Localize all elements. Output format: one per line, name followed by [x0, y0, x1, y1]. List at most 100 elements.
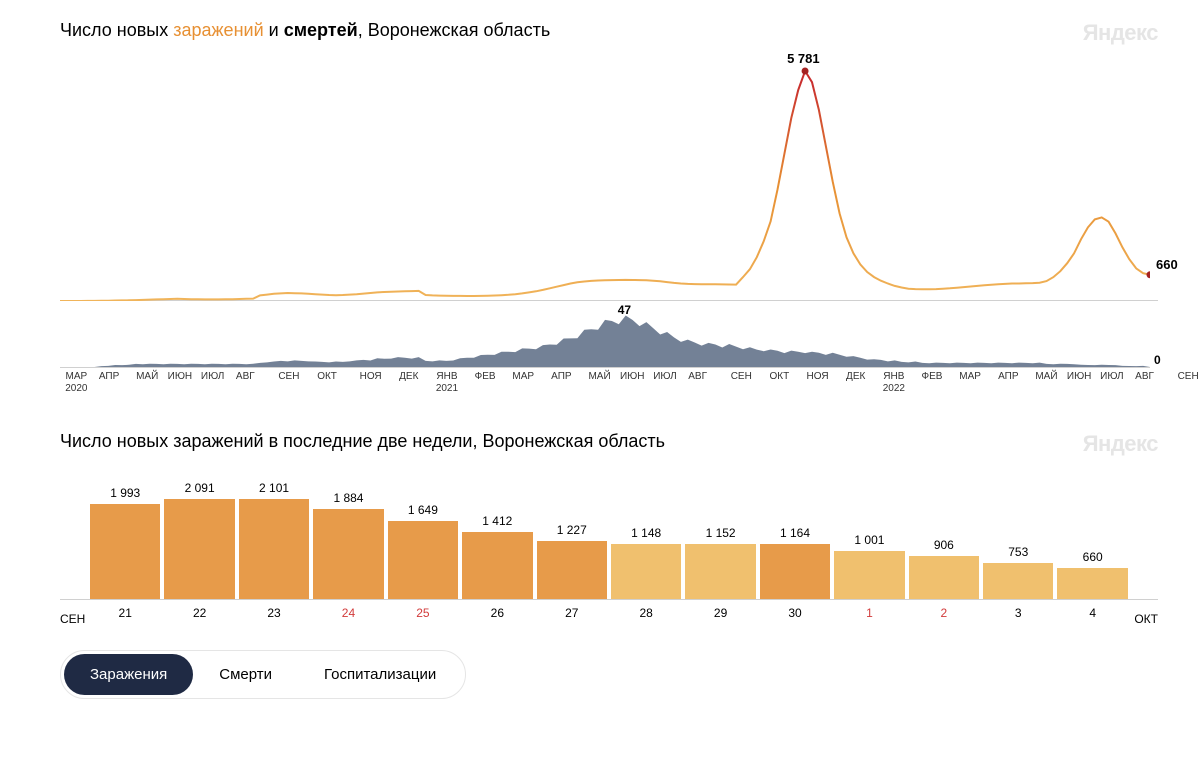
xaxis-month-label: ЯНВ2022: [883, 371, 905, 395]
tab-Госпитализации[interactable]: Госпитализации: [298, 654, 462, 695]
bar-value-label: 1 148: [611, 526, 681, 540]
bar-day-label: 28: [611, 606, 681, 620]
xaxis-month-label: ИЮН: [168, 371, 193, 383]
xaxis-month-label: ФЕВ: [922, 371, 943, 383]
xaxis-month-label: АПР: [551, 371, 571, 383]
bar-value-label: 753: [983, 545, 1053, 559]
line-svg: [60, 51, 1150, 301]
xaxis-month-label: НОЯ: [360, 371, 382, 383]
deaths-end-label: 0: [1154, 353, 1161, 367]
bar-value-label: 906: [909, 538, 979, 552]
bar-slot: 1 001: [834, 533, 904, 599]
bar-rect: [537, 541, 607, 599]
xaxis-month-label: ДЕК: [846, 371, 865, 383]
bar-value-label: 1 152: [685, 526, 755, 540]
xaxis-month-label: МАР: [512, 371, 534, 383]
xaxis-month-label: АВГ: [688, 371, 707, 383]
bar-value-label: 1 164: [760, 526, 830, 540]
xaxis-month-label: ЯНВ2021: [436, 371, 458, 395]
bar-rect: [90, 504, 160, 599]
xaxis-month-label: МАР: [959, 371, 981, 383]
bar-day-label: 29: [685, 606, 755, 620]
xaxis-month-label: СЕН: [1178, 371, 1198, 383]
bar-chart-area: 1 9932 0912 1011 8841 6491 4121 2271 148…: [60, 470, 1158, 620]
title-infections: заражений: [173, 20, 263, 40]
bar-rect: [313, 509, 383, 599]
xaxis-month-label: ИЮН: [620, 371, 645, 383]
xaxis-month-label: ОКТ: [317, 371, 337, 383]
deaths-area-chart: 47 0: [60, 307, 1158, 367]
xaxis-month-label: ДЕК: [399, 371, 418, 383]
infections-line-chart: 5 781 660: [60, 51, 1158, 301]
bar-day-label: 30: [760, 606, 830, 620]
xaxis-month-label: АПР: [99, 371, 119, 383]
bar-value-label: 1 001: [834, 533, 904, 547]
infections-deaths-chart: Яндекс Число новых заражений и смертей, …: [60, 20, 1158, 401]
bar-rect: [462, 532, 532, 599]
bar-value-label: 1 884: [313, 491, 383, 505]
title-deaths: смертей: [284, 20, 358, 40]
bar-rect: [164, 499, 234, 599]
chart1-title: Число новых заражений и смертей, Воронеж…: [60, 20, 1158, 41]
bar-rect: [983, 563, 1053, 599]
bar-slot: 906: [909, 538, 979, 599]
bar-slot: 1 993: [90, 486, 160, 599]
bar-slot: 1 649: [388, 503, 458, 599]
xaxis-month-label: МАР2020: [65, 371, 87, 395]
end-label: 660: [1156, 257, 1178, 272]
bar-slot: 1 152: [685, 526, 755, 599]
metric-tabs: ЗараженияСмертиГоспитализации: [60, 650, 466, 699]
bar-value-label: 2 091: [164, 481, 234, 495]
bar-rect: [239, 499, 309, 599]
bar-day-label: 23: [239, 606, 309, 620]
bars-row: 1 993 2 091 2 101 1 884 1 649 1 412 1 227 1 148…: [60, 470, 1158, 600]
bar-xaxis-right: ОКТ: [1134, 612, 1158, 626]
bar-day-label: 22: [164, 606, 234, 620]
bar-day-label: 27: [537, 606, 607, 620]
bar-value-label: 1 227: [537, 523, 607, 537]
bar-slot: 1 227: [537, 523, 607, 599]
bar-day-label: 25: [388, 606, 458, 620]
bar-rect: [611, 544, 681, 599]
bar-value-label: 1 993: [90, 486, 160, 500]
xaxis-month-label: АВГ: [1135, 371, 1154, 383]
bar-value-label: 660: [1057, 550, 1127, 564]
two-weeks-bar-chart: Яндекс Число новых заражений в последние…: [60, 431, 1158, 699]
chart2-title: Число новых заражений в последние две не…: [60, 431, 1158, 452]
bar-value-label: 1 412: [462, 514, 532, 528]
xaxis-month-label: АВГ: [236, 371, 255, 383]
tab-Смерти[interactable]: Смерти: [193, 654, 298, 695]
bar-slot: 1 148: [611, 526, 681, 599]
bar-value-label: 1 649: [388, 503, 458, 517]
xaxis-month-label: МАЙ: [588, 371, 610, 383]
xaxis-month-label: СЕН: [278, 371, 299, 383]
tab-Заражения[interactable]: Заражения: [64, 654, 193, 695]
bar-slot: 1 412: [462, 514, 532, 599]
bar-day-label: 26: [462, 606, 532, 620]
bar-day-label: 2: [909, 606, 979, 620]
deaths-peak-label: 47: [618, 303, 631, 317]
xaxis-month-label: ФЕВ: [475, 371, 496, 383]
bar-rect: [760, 544, 830, 599]
xaxis-month-label: МАЙ: [136, 371, 158, 383]
bar-day-label: 21: [90, 606, 160, 620]
xaxis-month-label: ИЮН: [1067, 371, 1092, 383]
bar-day-label: 1: [834, 606, 904, 620]
xaxis-month-label: МАЙ: [1035, 371, 1057, 383]
xaxis-month-label: ИЮЛ: [1100, 371, 1123, 383]
area-svg: [60, 307, 1150, 367]
bar-slot: 753: [983, 545, 1053, 599]
bar-xaxis-left: СЕН: [60, 612, 85, 626]
bar-rect: [1057, 568, 1127, 599]
bar-slot: 660: [1057, 550, 1127, 599]
bar-slot: 1 164: [760, 526, 830, 599]
watermark: Яндекс: [1083, 20, 1158, 46]
title-text: Число новых: [60, 20, 173, 40]
bar-rect: [685, 544, 755, 599]
peak-label: 5 781: [787, 51, 820, 66]
bar-value-label: 2 101: [239, 481, 309, 495]
bar-day-label: 24: [313, 606, 383, 620]
xaxis-month-label: ОКТ: [770, 371, 790, 383]
watermark: Яндекс: [1083, 431, 1158, 457]
bar-slot: 2 091: [164, 481, 234, 599]
